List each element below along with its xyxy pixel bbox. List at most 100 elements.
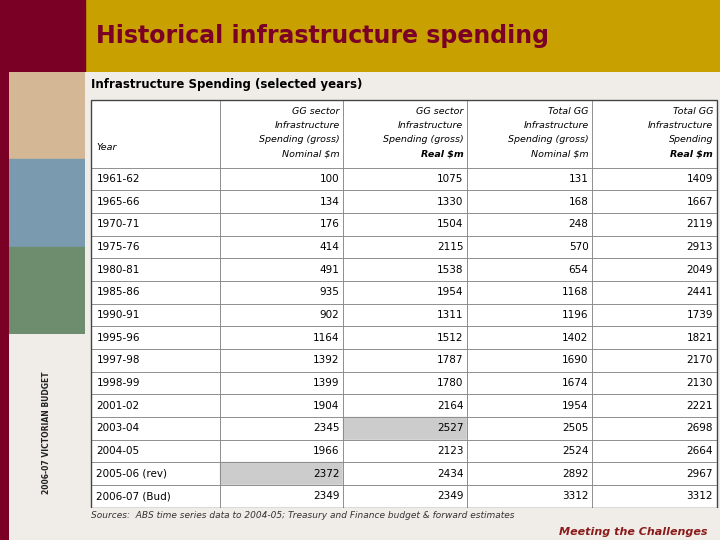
Text: 1965-66: 1965-66 — [96, 197, 140, 207]
Bar — [467, 235, 593, 258]
Text: 2892: 2892 — [562, 469, 588, 478]
Bar — [91, 349, 220, 372]
Text: 1392: 1392 — [313, 355, 340, 365]
Bar — [467, 485, 593, 508]
Bar — [220, 417, 343, 440]
Text: GG sector: GG sector — [292, 107, 340, 116]
Bar — [91, 417, 220, 440]
Bar — [91, 258, 220, 281]
Text: 2001-02: 2001-02 — [96, 401, 140, 410]
Text: 2524: 2524 — [562, 446, 588, 456]
Bar — [91, 462, 220, 485]
Text: 414: 414 — [320, 242, 340, 252]
Bar — [343, 326, 467, 349]
Text: 2049: 2049 — [687, 265, 713, 275]
Text: 2005-06 (rev): 2005-06 (rev) — [96, 469, 167, 478]
Bar — [467, 213, 593, 235]
Bar — [467, 281, 593, 303]
Bar — [91, 485, 220, 508]
Bar — [220, 372, 343, 394]
Text: 2372: 2372 — [313, 469, 340, 478]
Bar — [593, 485, 717, 508]
Text: 1975-76: 1975-76 — [96, 242, 140, 252]
Text: 1409: 1409 — [687, 174, 713, 184]
Bar — [593, 235, 717, 258]
Bar — [593, 462, 717, 485]
Bar — [220, 485, 343, 508]
Text: Spending (gross): Spending (gross) — [258, 135, 340, 144]
Text: 2003-04: 2003-04 — [96, 423, 140, 433]
Text: 2164: 2164 — [437, 401, 464, 410]
Text: Historical infrastructure spending: Historical infrastructure spending — [96, 24, 549, 48]
Bar — [343, 349, 467, 372]
Text: 1538: 1538 — [437, 265, 464, 275]
Bar — [467, 462, 593, 485]
Bar — [467, 258, 593, 281]
Bar — [91, 281, 220, 303]
Text: 1075: 1075 — [437, 174, 464, 184]
Bar — [343, 372, 467, 394]
Bar — [343, 394, 467, 417]
Text: Meeting the Challenges: Meeting the Challenges — [559, 526, 707, 537]
Bar — [467, 417, 593, 440]
Text: 2913: 2913 — [686, 242, 713, 252]
Text: Nominal $m: Nominal $m — [282, 149, 340, 158]
Text: 2434: 2434 — [437, 469, 464, 478]
Text: 2115: 2115 — [437, 242, 464, 252]
Bar — [220, 235, 343, 258]
Text: 2967: 2967 — [686, 469, 713, 478]
Text: 654: 654 — [569, 265, 588, 275]
Bar — [467, 372, 593, 394]
Text: 1966: 1966 — [313, 446, 340, 456]
Text: 2345: 2345 — [313, 423, 340, 433]
Bar — [220, 191, 343, 213]
Text: 1690: 1690 — [562, 355, 588, 365]
Bar — [467, 191, 593, 213]
Text: Year: Year — [96, 143, 117, 152]
Bar — [220, 168, 343, 191]
Bar — [593, 100, 717, 168]
Bar — [593, 258, 717, 281]
Text: 2664: 2664 — [686, 446, 713, 456]
Text: 2349: 2349 — [437, 491, 464, 501]
Text: 2698: 2698 — [686, 423, 713, 433]
Bar — [593, 191, 717, 213]
Text: Spending (gross): Spending (gross) — [383, 135, 464, 144]
Text: 1402: 1402 — [562, 333, 588, 343]
Text: 1998-99: 1998-99 — [96, 378, 140, 388]
Text: 1990-91: 1990-91 — [96, 310, 140, 320]
Text: 100: 100 — [320, 174, 340, 184]
Text: Total GG: Total GG — [548, 107, 588, 116]
Bar — [593, 349, 717, 372]
Text: 1196: 1196 — [562, 310, 588, 320]
Bar — [220, 281, 343, 303]
Bar — [9, 72, 85, 159]
Bar — [593, 372, 717, 394]
Text: 1739: 1739 — [686, 310, 713, 320]
Bar — [343, 235, 467, 258]
Bar — [467, 394, 593, 417]
Bar — [343, 258, 467, 281]
Bar — [467, 326, 593, 349]
Text: 2130: 2130 — [687, 378, 713, 388]
Bar — [220, 394, 343, 417]
Bar — [593, 394, 717, 417]
Bar — [220, 100, 343, 168]
Text: 570: 570 — [569, 242, 588, 252]
Text: Spending: Spending — [668, 135, 713, 144]
Text: Infrastructure: Infrastructure — [398, 121, 464, 130]
Text: Real $m: Real $m — [670, 149, 713, 158]
Text: 1164: 1164 — [313, 333, 340, 343]
Text: Spending (gross): Spending (gross) — [508, 135, 588, 144]
Text: Sources:  ABS time series data to 2004-05; Treasury and Finance budget & forward: Sources: ABS time series data to 2004-05… — [91, 511, 515, 521]
Text: 902: 902 — [320, 310, 340, 320]
Bar — [343, 281, 467, 303]
Text: Infrastructure: Infrastructure — [274, 121, 340, 130]
Text: 1399: 1399 — [313, 378, 340, 388]
Text: 2349: 2349 — [313, 491, 340, 501]
Text: Nominal $m: Nominal $m — [531, 149, 588, 158]
Text: 935: 935 — [320, 287, 340, 298]
Bar — [343, 100, 467, 168]
Text: 1980-81: 1980-81 — [96, 265, 140, 275]
Bar — [343, 485, 467, 508]
